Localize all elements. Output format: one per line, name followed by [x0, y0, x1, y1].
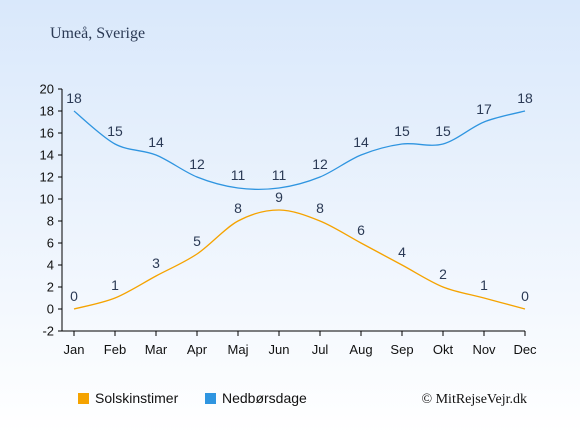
- x-tick-label-mar: Mar: [145, 342, 168, 357]
- series-line-solskinstimer: [73, 209, 526, 310]
- data-label-solskinstimer-sep: 4: [398, 244, 406, 260]
- data-label-nedborsdage-jun: 11: [272, 167, 287, 183]
- legend-swatch-solskinstimer: [78, 393, 89, 404]
- data-label-nedborsdage-mar: 14: [148, 134, 164, 150]
- x-tick-label-maj: Maj: [228, 342, 249, 357]
- x-tick-label-nov: Nov: [472, 342, 496, 357]
- y-tick-label: 16: [40, 126, 54, 141]
- data-label-solskinstimer-apr: 5: [193, 233, 201, 249]
- series-line-nedborsdage: [73, 110, 526, 190]
- chart-series: 0 1 3 5 8 9 8 6 4 2 1 0 18 15 14 12 11 11 12 14 15 15 17 18: [66, 90, 533, 310]
- data-label-solskinstimer-aug: 6: [357, 222, 365, 238]
- x-tick-label-apr: Apr: [187, 342, 208, 357]
- x-tick-label-jan: Jan: [64, 342, 85, 357]
- y-tick-label: 20: [40, 82, 54, 97]
- data-label-solskinstimer-jun: 9: [275, 189, 283, 205]
- data-label-nedborsdage-feb: 15: [107, 123, 123, 139]
- y-tick-label: 0: [47, 302, 54, 317]
- data-label-nedborsdage-maj: 11: [231, 167, 246, 183]
- chart-legend: Solskinstimer Nedbørsdage: [78, 390, 307, 406]
- data-label-nedborsdage-apr: 12: [189, 156, 205, 172]
- data-label-nedborsdage-jul: 12: [312, 156, 328, 172]
- x-tick-label-okt: Okt: [433, 342, 454, 357]
- data-label-nedborsdage-okt: 15: [435, 123, 451, 139]
- data-label-solskinstimer-nov: 1: [480, 277, 488, 293]
- data-label-solskinstimer-dec: 0: [521, 288, 529, 304]
- x-tick-label-feb: Feb: [104, 342, 126, 357]
- x-tick-label-dec: Dec: [513, 342, 537, 357]
- y-tick-label: 8: [47, 214, 54, 229]
- data-label-nedborsdage-dec: 18: [517, 90, 533, 106]
- y-tick-label: 14: [40, 148, 54, 163]
- legend-label-solskinstimer: Solskinstimer: [95, 390, 179, 406]
- x-tick-label-jul: Jul: [312, 342, 329, 357]
- data-label-nedborsdage-aug: 14: [353, 134, 369, 150]
- y-tick-label: 12: [40, 170, 54, 185]
- credit-text[interactable]: © MitRejseVejr.dk: [421, 392, 527, 407]
- data-label-solskinstimer-mar: 3: [152, 255, 160, 271]
- y-tick-label: 4: [47, 258, 54, 273]
- data-label-solskinstimer-jul: 8: [316, 200, 324, 216]
- x-tick-label-aug: Aug: [349, 342, 372, 357]
- legend-label-nedborsdage: Nedbørsdage: [222, 390, 307, 406]
- x-tick-label-sep: Sep: [390, 342, 413, 357]
- legend-swatch-nedborsdage: [205, 393, 216, 404]
- y-tick-label: -2: [42, 324, 54, 339]
- y-tick-label: 2: [47, 280, 54, 295]
- y-tick-label: 10: [40, 192, 54, 207]
- data-label-nedborsdage-jan: 18: [66, 90, 82, 106]
- data-label-nedborsdage-sep: 15: [394, 123, 410, 139]
- data-label-solskinstimer-okt: 2: [439, 266, 447, 282]
- y-tick-label: 18: [40, 104, 54, 119]
- y-tick-label: 6: [47, 236, 54, 251]
- data-label-nedborsdage-nov: 17: [476, 101, 492, 117]
- x-tick-label-jun: Jun: [269, 342, 290, 357]
- data-label-solskinstimer-feb: 1: [111, 277, 119, 293]
- data-label-solskinstimer-maj: 8: [234, 200, 242, 216]
- data-label-solskinstimer-jan: 0: [70, 288, 78, 304]
- chart-subtitle: Umeå, Sverige: [50, 25, 145, 42]
